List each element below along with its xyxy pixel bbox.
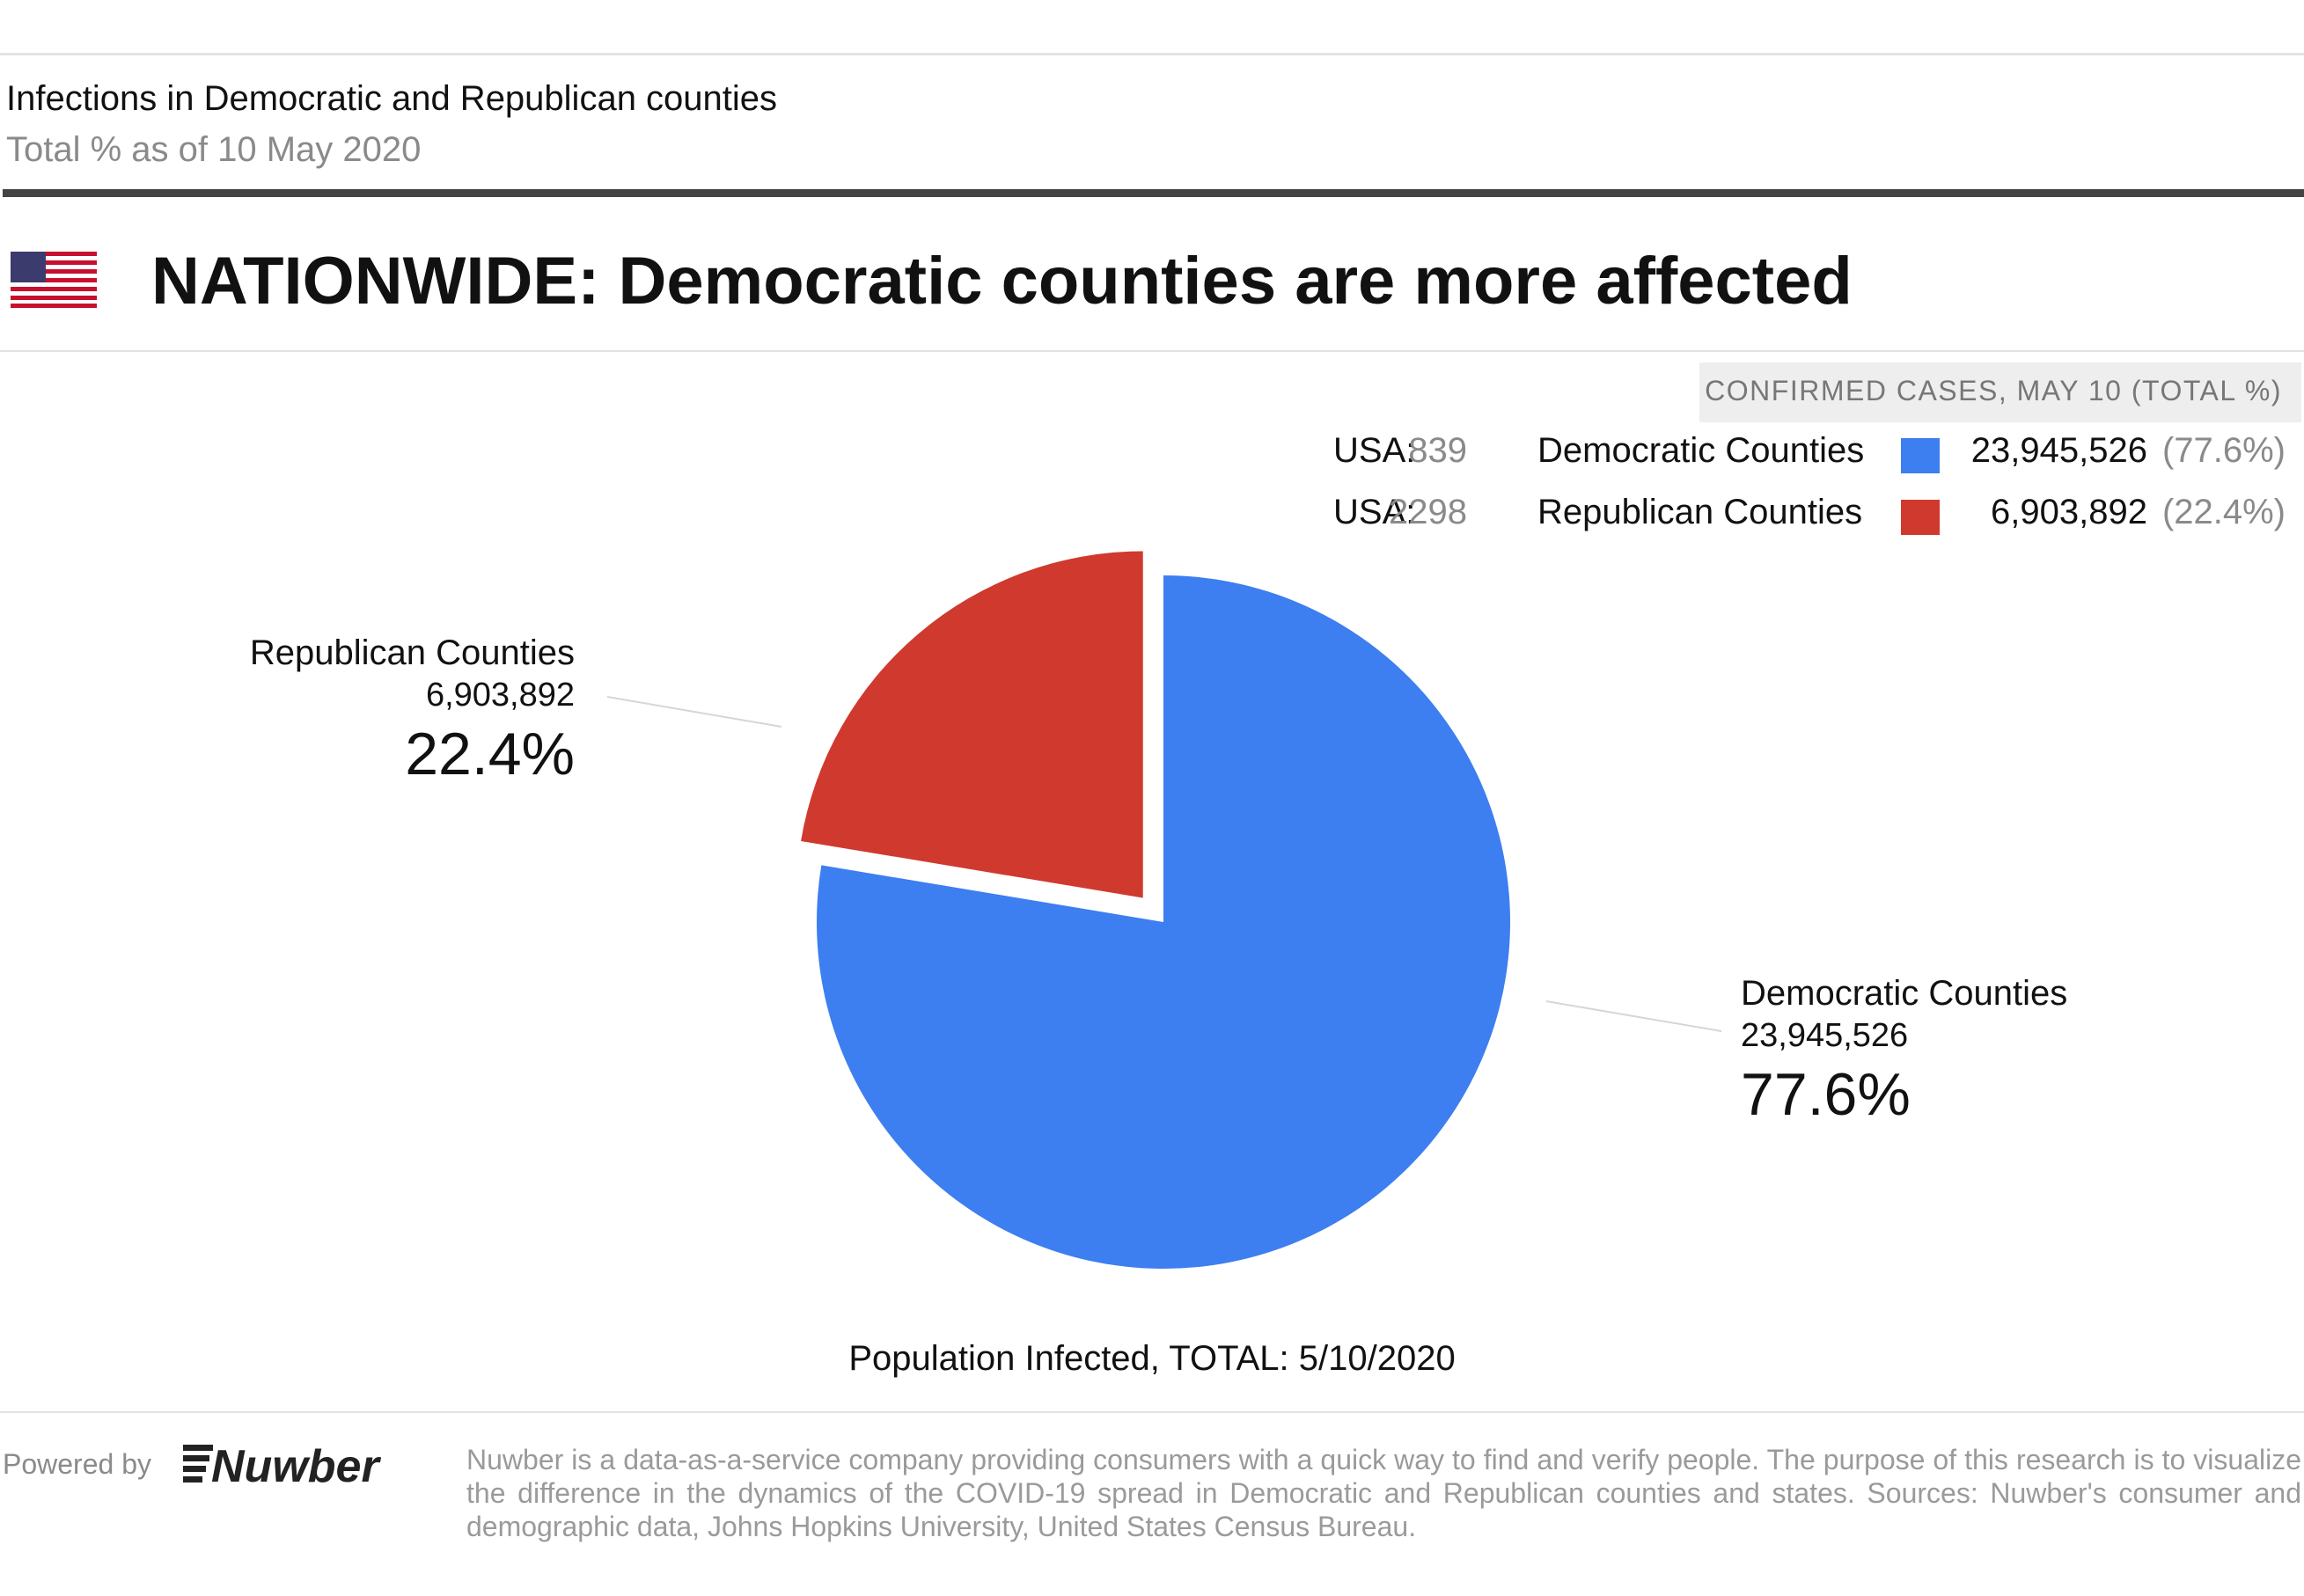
legend-value: 6,903,892	[1991, 493, 2147, 531]
footer-disclaimer: Nuwber is a data-as-a-service company pr…	[466, 1444, 2301, 1542]
chart-caption: Population Infected, TOTAL: 5/10/2020	[848, 1339, 1456, 1378]
callout-value: 23,945,526	[1741, 1017, 1909, 1054]
callout-republican: Republican Counties 6,903,892 22.4%	[250, 633, 575, 788]
section-heading: NATIONWIDE: Democratic counties are more…	[151, 244, 1853, 318]
legend-caption-box: CONFIRMED CASES, MAY 10 (TOTAL %)	[1699, 362, 2301, 422]
footer-divider	[0, 1411, 2304, 1413]
callout-percent: 77.6%	[1741, 1061, 1911, 1128]
legend-prefix: USA:	[1333, 431, 1416, 470]
top-divider	[0, 53, 2304, 55]
chart-subtitle: Total % as of 10 May 2020	[6, 130, 422, 169]
callout-label: Republican Counties	[249, 633, 575, 672]
leader-line-democratic	[1545, 1000, 1722, 1032]
legend-county-count: 839	[1408, 431, 1467, 470]
legend-percent: (77.6%)	[2161, 431, 2286, 470]
legend-row-republican: USA: 2298 Republican Counties 6,903,892 …	[1333, 493, 2286, 542]
header-divider	[3, 189, 2304, 197]
brand-wordmark: Nuwber	[211, 1441, 381, 1489]
legend-row-democratic: USA: 839 Democratic Counties 23,945,526 …	[1333, 431, 2286, 480]
legend-swatch-democratic	[1901, 438, 1940, 473]
pie-slice-democratic	[817, 575, 1510, 1269]
chart-title: Infections in Democratic and Republican …	[6, 79, 778, 118]
pie-slice-republican	[801, 551, 1143, 898]
legend-prefix: USA:	[1333, 493, 1416, 531]
section-divider	[0, 350, 2304, 352]
callout-democratic: Democratic Counties 23,945,526 77.6%	[1741, 974, 2067, 1129]
powered-by-label: Powered by	[3, 1448, 151, 1480]
us-flag-icon	[11, 252, 97, 308]
callout-label: Democratic Counties	[1741, 974, 2068, 1013]
callout-percent: 22.4%	[405, 721, 575, 787]
legend-county-count: 2298	[1389, 493, 1467, 531]
legend-series-name: Republican Counties	[1537, 493, 1863, 531]
leader-line-republican	[606, 696, 782, 728]
legend-series-name: Democratic Counties	[1537, 431, 1865, 470]
legend-caption: CONFIRMED CASES, MAY 10 (TOTAL %)	[1705, 375, 2282, 406]
legend-swatch-republican	[1901, 500, 1940, 535]
callout-value: 6,903,892	[425, 677, 575, 714]
nuwber-logo-icon: Nuwber	[183, 1441, 381, 1489]
legend-percent: (22.4%)	[2161, 493, 2286, 531]
legend-value: 23,945,526	[1970, 431, 2147, 470]
